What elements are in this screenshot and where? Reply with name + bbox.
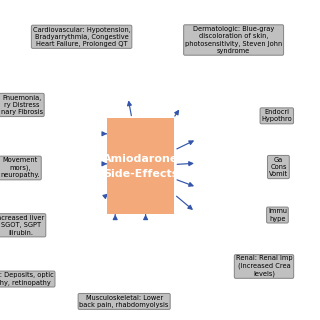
Text: Renal: Renal Imp
(Increased Crea
levels): Renal: Renal Imp (Increased Crea levels) (236, 255, 292, 277)
Text: Musculoskeletal: Lower
back pain, rhabdomyolysis: Musculoskeletal: Lower back pain, rhabdo… (79, 295, 169, 308)
Text: Movement
mors),
neuropathy.: Movement mors), neuropathy. (0, 157, 40, 179)
Text: Endocri
Hypothro: Endocri Hypothro (261, 109, 292, 123)
Text: Amiodarone
Side-Effects: Amiodarone Side-Effects (103, 154, 179, 179)
Text: Cardiovascular: Hypotension,
Bradyarrythmia, Congestive
Heart Failure, Prolonged: Cardiovascular: Hypotension, Bradyarryth… (33, 27, 131, 47)
Text: Immu
hype: Immu hype (268, 208, 287, 222)
FancyBboxPatch shape (107, 118, 174, 214)
Text: Ga
Cons
Vomit: Ga Cons Vomit (269, 157, 288, 177)
Text: Pnuemonia,
ry Distress
nary Fibrosis: Pnuemonia, ry Distress nary Fibrosis (1, 95, 43, 115)
Text: ncreased liver
SGOT, SGPT
ilirubin.: ncreased liver SGOT, SGPT ilirubin. (0, 215, 44, 236)
Text: Dermatologic: Blue-gray
discoloration of skin,
photosensitivity, Steven John
syn: Dermatologic: Blue-gray discoloration of… (185, 26, 282, 54)
Text: nic: Deposits, optic
athy, retinopathy: nic: Deposits, optic athy, retinopathy (0, 272, 54, 286)
